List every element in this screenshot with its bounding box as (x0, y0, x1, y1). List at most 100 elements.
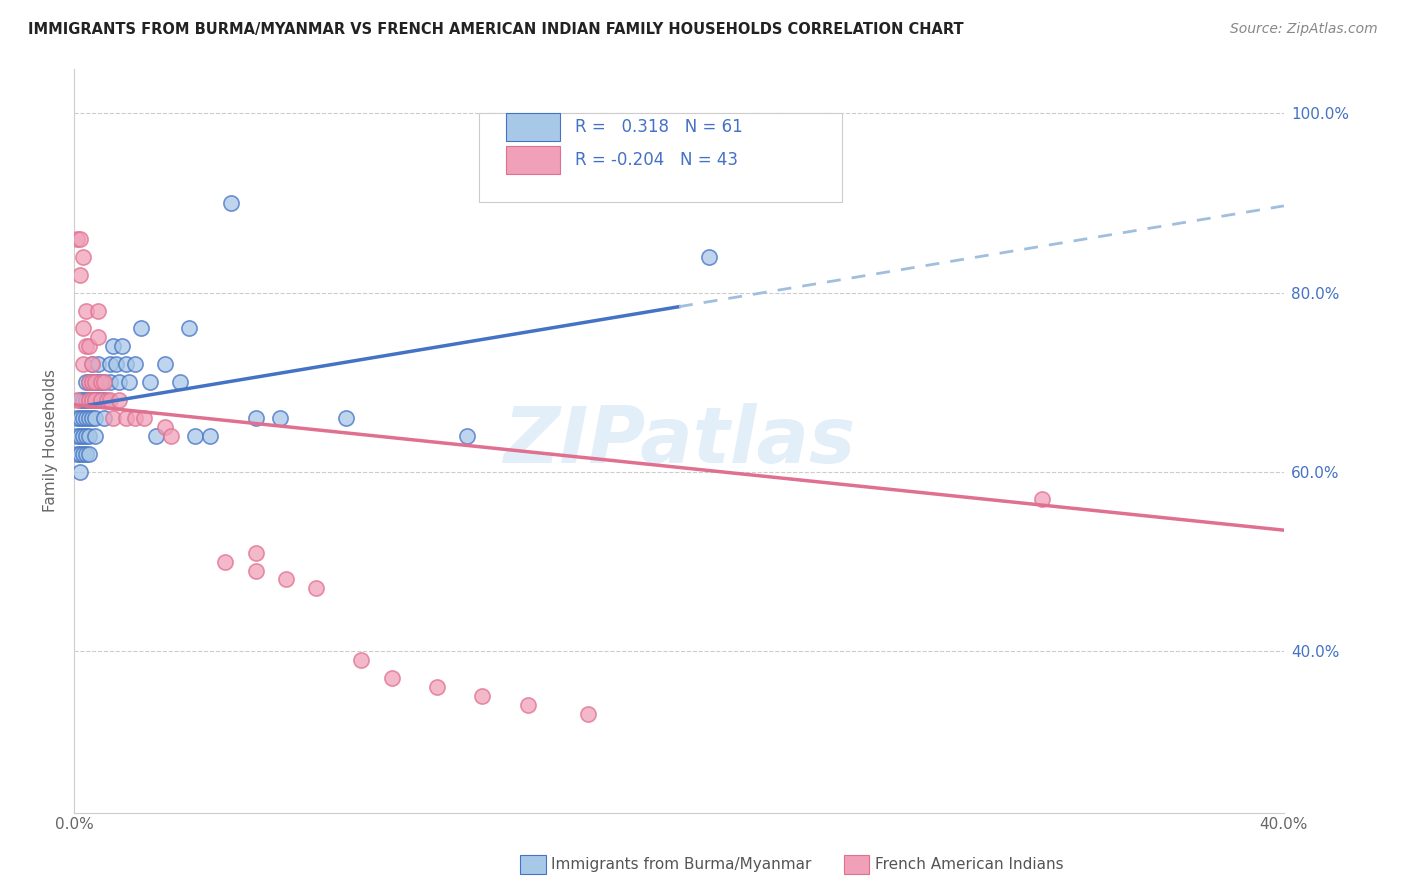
Point (381, 671, 404, 685)
Point (93, 393, 115, 408)
Point (66, 447, 89, 461)
Y-axis label: Family Households: Family Households (44, 369, 58, 512)
Point (72, 447, 94, 461)
Point (82, 357, 104, 371)
Point (108, 393, 131, 408)
Point (75, 393, 97, 408)
Point (177, 321, 200, 335)
Point (456, 429, 478, 443)
Point (245, 564, 267, 578)
Point (87, 303, 110, 318)
Text: Source: ZipAtlas.com: Source: ZipAtlas.com (1230, 22, 1378, 37)
Point (90, 393, 112, 408)
Point (335, 411, 357, 425)
Point (77, 376, 100, 390)
Point (153, 420, 176, 434)
Point (576, 706, 599, 721)
Point (75, 429, 97, 443)
Point (471, 689, 494, 703)
Point (82, 376, 104, 390)
Point (245, 411, 267, 425)
Point (114, 357, 136, 371)
Point (93, 411, 115, 425)
Text: Immigrants from Burma/Myanmar: Immigrants from Burma/Myanmar (551, 857, 811, 871)
Text: R =   0.318   N = 61: R = 0.318 N = 61 (575, 119, 742, 136)
Point (100, 357, 122, 371)
Point (214, 555, 236, 569)
Point (69, 393, 91, 408)
Point (69, 465, 91, 479)
Point (138, 376, 160, 390)
Point (160, 429, 183, 443)
Point (84, 376, 107, 390)
Point (75, 339, 97, 353)
FancyBboxPatch shape (506, 113, 561, 142)
Point (77, 376, 100, 390)
Point (84, 393, 107, 408)
Point (114, 411, 136, 425)
Point (69, 447, 91, 461)
Text: R = -0.204   N = 43: R = -0.204 N = 43 (575, 151, 738, 169)
Text: IMMIGRANTS FROM BURMA/MYANMAR VS FRENCH AMERICAN INDIAN FAMILY HOUSEHOLDS CORREL: IMMIGRANTS FROM BURMA/MYANMAR VS FRENCH … (28, 22, 963, 37)
Point (72, 393, 94, 408)
Text: French American Indians: French American Indians (875, 857, 1063, 871)
Point (132, 411, 155, 425)
FancyBboxPatch shape (844, 855, 869, 874)
Point (245, 545, 267, 559)
Point (117, 376, 139, 390)
Point (69, 268, 91, 282)
Point (124, 357, 146, 371)
Point (77, 447, 100, 461)
Point (108, 376, 131, 390)
Point (66, 429, 89, 443)
Point (100, 376, 122, 390)
Point (96, 393, 118, 408)
Point (350, 653, 373, 667)
Point (93, 376, 115, 390)
Point (426, 680, 449, 694)
Point (153, 357, 176, 371)
Point (90, 376, 112, 390)
Point (69, 232, 91, 246)
Point (72, 321, 94, 335)
Point (84, 376, 107, 390)
Point (82, 393, 104, 408)
Text: ZIPatlas: ZIPatlas (503, 402, 855, 478)
Point (77, 393, 100, 408)
Point (66, 232, 89, 246)
Point (90, 393, 112, 408)
Point (72, 357, 94, 371)
Point (75, 411, 97, 425)
Point (124, 411, 146, 425)
Point (145, 429, 167, 443)
Point (75, 303, 97, 318)
Point (87, 330, 110, 344)
Point (129, 321, 152, 335)
Point (516, 698, 538, 712)
Point (697, 250, 720, 264)
Point (169, 376, 191, 390)
Point (77, 429, 100, 443)
Point (111, 339, 134, 353)
Point (105, 357, 128, 371)
Point (77, 411, 100, 425)
Point (103, 411, 125, 425)
Point (84, 411, 107, 425)
FancyBboxPatch shape (479, 113, 842, 202)
Point (100, 393, 122, 408)
Point (69, 429, 91, 443)
Point (77, 393, 100, 408)
Point (84, 393, 107, 408)
Point (103, 339, 125, 353)
Point (82, 411, 104, 425)
Point (82, 393, 104, 408)
Point (87, 357, 110, 371)
Point (221, 196, 243, 211)
Point (66, 393, 89, 408)
Point (72, 250, 94, 264)
FancyBboxPatch shape (506, 146, 561, 174)
Point (75, 447, 97, 461)
Point (84, 429, 107, 443)
Point (82, 357, 104, 371)
Point (72, 429, 94, 443)
